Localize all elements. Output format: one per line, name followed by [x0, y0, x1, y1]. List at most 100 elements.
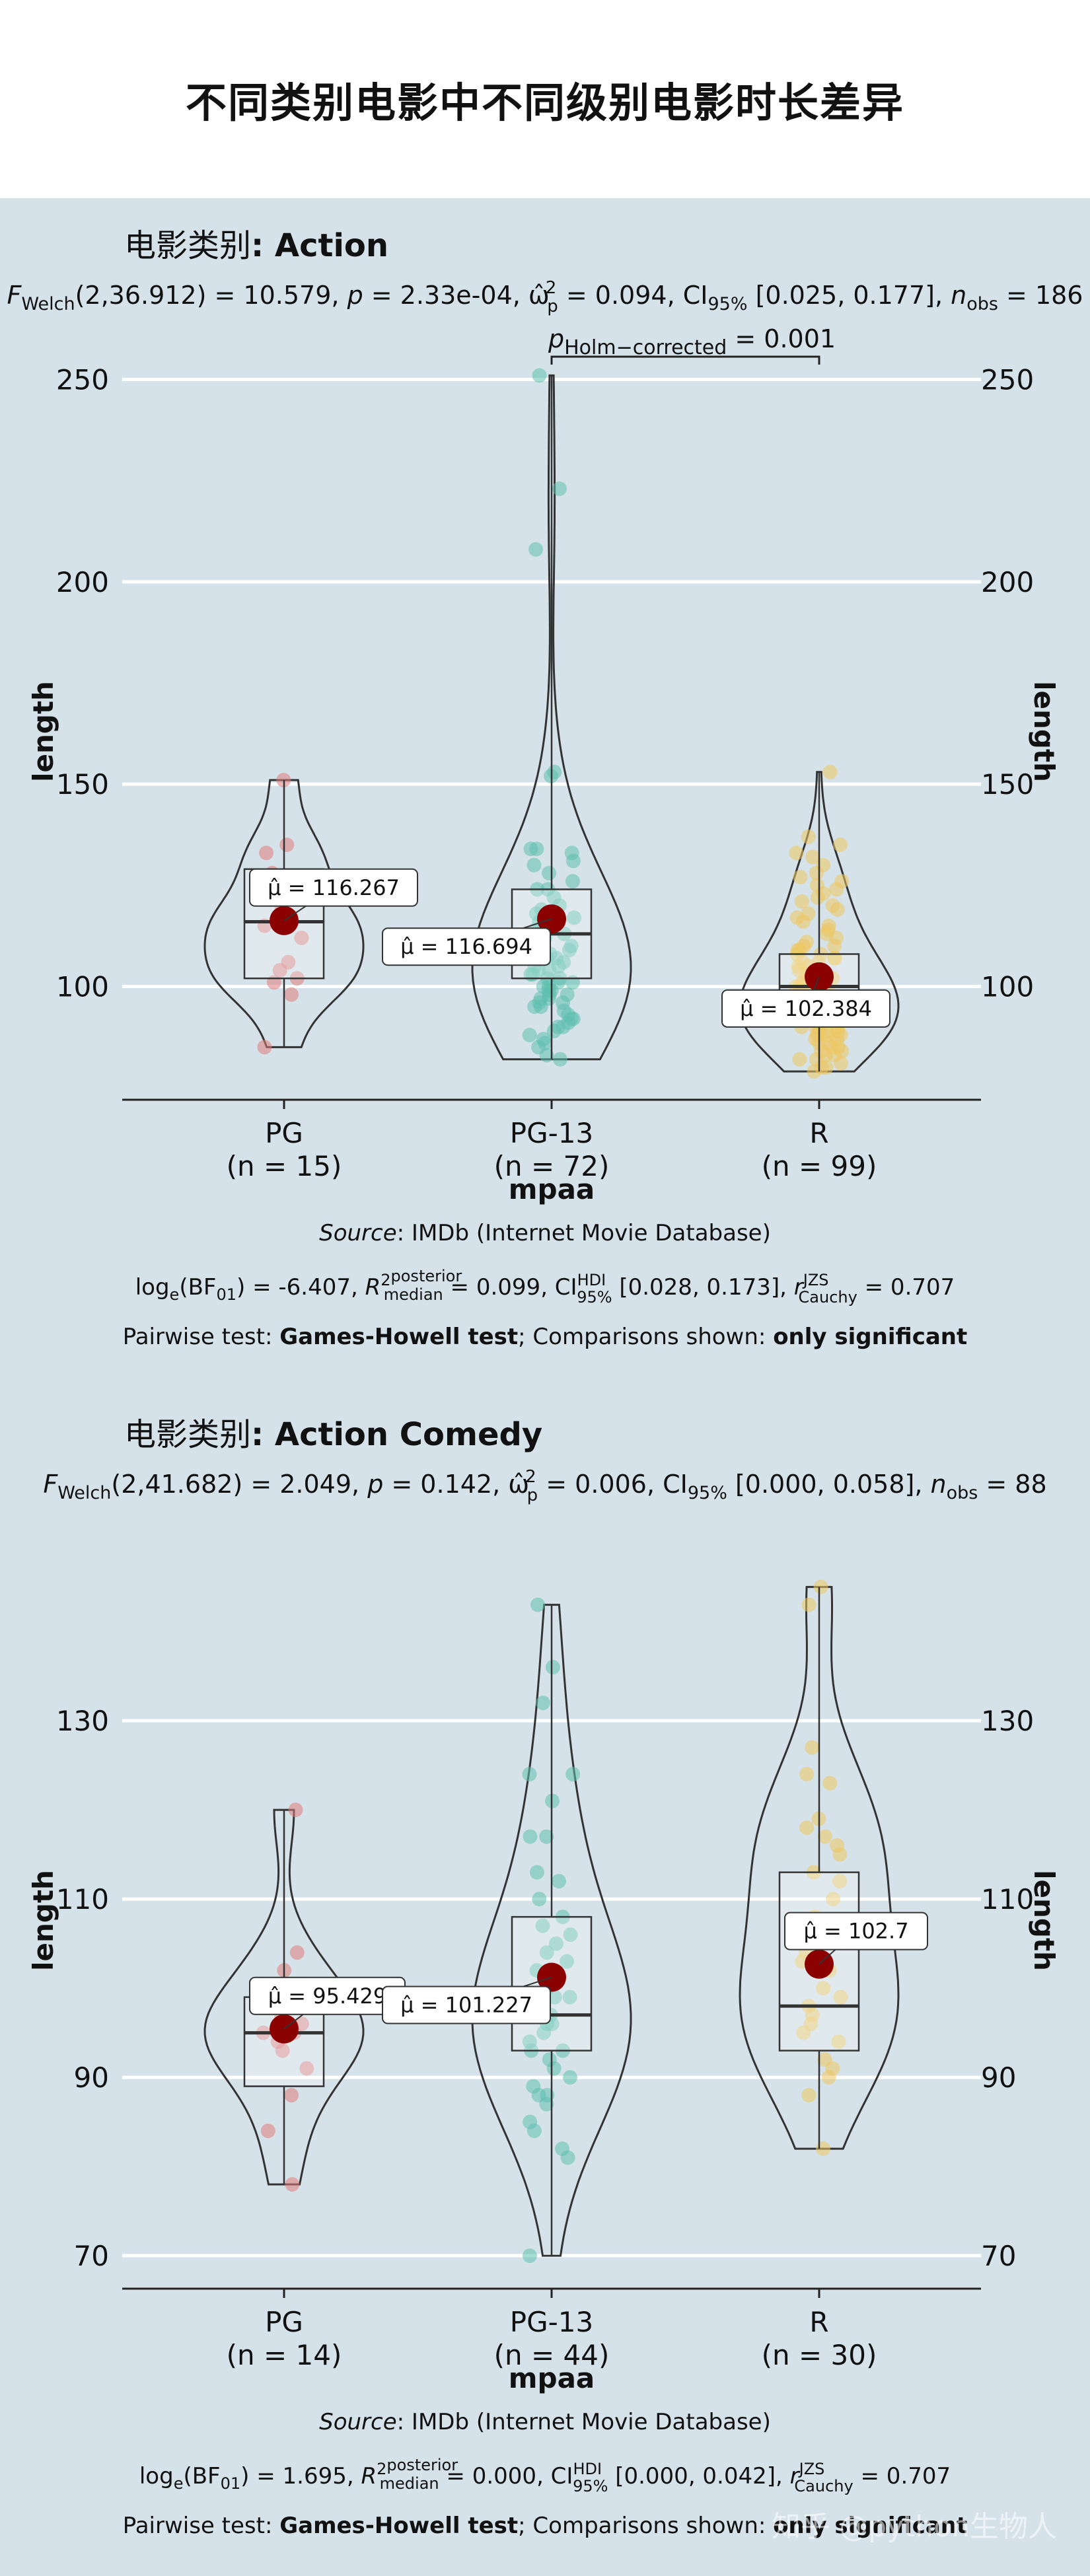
caption-source: Source: IMDb (Internet Movie Database): [319, 2409, 771, 2435]
point-R: [805, 1740, 820, 1755]
pairwise-b: Games-Howell test: [279, 1324, 518, 1350]
point-PG: [284, 987, 299, 1002]
bf-open: (BF: [179, 1274, 216, 1301]
x-category-PG-13: PG-13: [510, 1117, 593, 1149]
y-tick-right-90: 90: [981, 2061, 1016, 2094]
violin-PG: [203, 779, 365, 1048]
facet-prefix: 电影类别: [124, 227, 251, 264]
point-R: [795, 914, 811, 929]
pairwise-d: only significant: [773, 1324, 967, 1350]
r2-sup: 2: [381, 1271, 390, 1289]
facet-value: Action Comedy: [275, 1416, 542, 1453]
bf-value: ) = 1.695,: [240, 2463, 361, 2489]
point-PG-13: [565, 874, 580, 889]
point-PG-13: [542, 865, 557, 880]
cauchy-jzs: JZS: [802, 1271, 829, 1289]
bracket-p: p: [548, 324, 564, 353]
y-axis-label-right: length: [1028, 681, 1060, 782]
stat-f-sub: Welch: [57, 1483, 111, 1503]
point-R: [818, 1829, 832, 1844]
stat-omega-sup: 2: [525, 1467, 536, 1487]
r2-value: = 0.099, CI: [443, 1274, 577, 1301]
point-R: [821, 2070, 836, 2085]
significance-bracket: [550, 355, 820, 365]
bf-log-sub: e: [170, 1285, 180, 1304]
stat-omega-value: = 0.094, CI: [558, 281, 708, 310]
point-R: [801, 2088, 817, 2103]
point-R: [805, 849, 820, 865]
cauchy-jzs: JZS: [798, 2460, 825, 2478]
pairwise-a: Pairwise test:: [123, 2513, 280, 2539]
point-PG-13: [523, 1829, 538, 1844]
facet-title: 电影类别: Action Comedy: [124, 1416, 542, 1453]
point-R: [799, 1767, 815, 1782]
point-PG-13: [522, 1767, 537, 1782]
point-R: [834, 1055, 849, 1071]
point-PG-13: [539, 1048, 554, 1063]
r2-sup: 2: [377, 2460, 386, 2478]
x-category-n-PG-13: (n = 72): [494, 1150, 610, 1182]
point-R: [801, 1597, 817, 1612]
pairwise-d: only significant: [773, 2513, 967, 2539]
point-PG: [275, 2043, 290, 2058]
point-PG-13: [553, 1052, 567, 1067]
point-PG-13: [546, 2061, 562, 2076]
x-category-n-R: (n = 30): [762, 2339, 877, 2371]
point-PG-13: [536, 1696, 550, 1711]
caption-bayes: loge(BF01) = -6.407, R2posterior median =…: [135, 1267, 955, 1306]
stat-omega-sub: p: [527, 1485, 538, 1505]
mean-label-PG-13: μ̂ = 101.227: [400, 1993, 532, 2018]
mean-label-PG-13: μ̂ = 116.694: [400, 934, 532, 959]
y-axis-label-right: length: [1028, 1870, 1060, 1971]
violin-PG: [203, 1808, 365, 2186]
y-tick-left-250: 250: [56, 364, 109, 396]
point-PG-13: [565, 853, 581, 869]
group-R: μ̂ = 102.7 R(n = 30): [739, 1579, 928, 2371]
y-tick-right-150: 150: [981, 768, 1034, 801]
bf-log-sub: e: [174, 2474, 184, 2493]
r2-r: R: [365, 1274, 381, 1301]
cauchy-r: r: [794, 1274, 805, 1301]
mean-label-PG: μ̂ = 95.429: [268, 1984, 386, 2009]
point-PG: [276, 773, 291, 787]
y-axis-label-left: length: [27, 1870, 59, 1971]
caption-source: Source: IMDb (Internet Movie Database): [319, 1220, 771, 1246]
ci-95: 95%: [577, 1288, 612, 1306]
stat-omega: ω̂: [508, 1470, 529, 1499]
group-PG-13: μ̂ = 101.227 PG-13(n = 44): [382, 1597, 632, 2371]
stat-n-value: = 88: [978, 1470, 1046, 1499]
point-PG: [285, 2177, 300, 2192]
point-PG-13: [563, 2070, 577, 2085]
bf-sub: 01: [221, 2474, 241, 2493]
point-PG: [257, 1040, 272, 1055]
mean-label-PG: μ̂ = 116.267: [268, 875, 400, 900]
stat-p: p: [347, 281, 363, 310]
caption-source-rest: : IMDb (Internet Movie Database): [397, 1220, 771, 1246]
panel-1: 电影类别: Action FWelch(2,36.912) = 10.579, p…: [7, 227, 1083, 1350]
stat-df: (2,36.912) = 10.579,: [75, 281, 347, 310]
ci-hdi: HDI: [577, 1271, 606, 1289]
x-axis-title: mpaa: [509, 1173, 595, 1205]
point-R: [818, 1060, 834, 1075]
r2-median: median: [380, 2474, 439, 2493]
point-R: [832, 1847, 848, 1862]
x-category-PG: PG: [265, 1117, 303, 1149]
ci-values: [0.000, 0.042],: [608, 2463, 789, 2489]
point-PG-13: [539, 1829, 554, 1844]
y-tick-left-70: 70: [74, 2240, 109, 2272]
stat-ci-sub: 95%: [708, 294, 747, 314]
point-PG-13: [529, 1865, 544, 1880]
violin-PG-13: [471, 374, 632, 1061]
x-category-n-R: (n = 99): [762, 1150, 877, 1182]
pairwise-b: Games-Howell test: [279, 2513, 518, 2539]
point-R: [816, 1981, 831, 1996]
bf-open: (BF: [183, 2463, 220, 2489]
point-PG-13: [546, 1023, 562, 1038]
point-PG-13: [523, 841, 538, 857]
stats-subtitle: FWelch(2,36.912) = 10.579, p = 2.33e-04,…: [7, 278, 1083, 316]
group-PG-13: μ̂ = 116.694 PG-13(n = 72): [382, 368, 632, 1182]
bf-log: log: [135, 1274, 170, 1301]
point-PG-13: [562, 1989, 577, 2005]
point-PG-13: [522, 1028, 537, 1042]
